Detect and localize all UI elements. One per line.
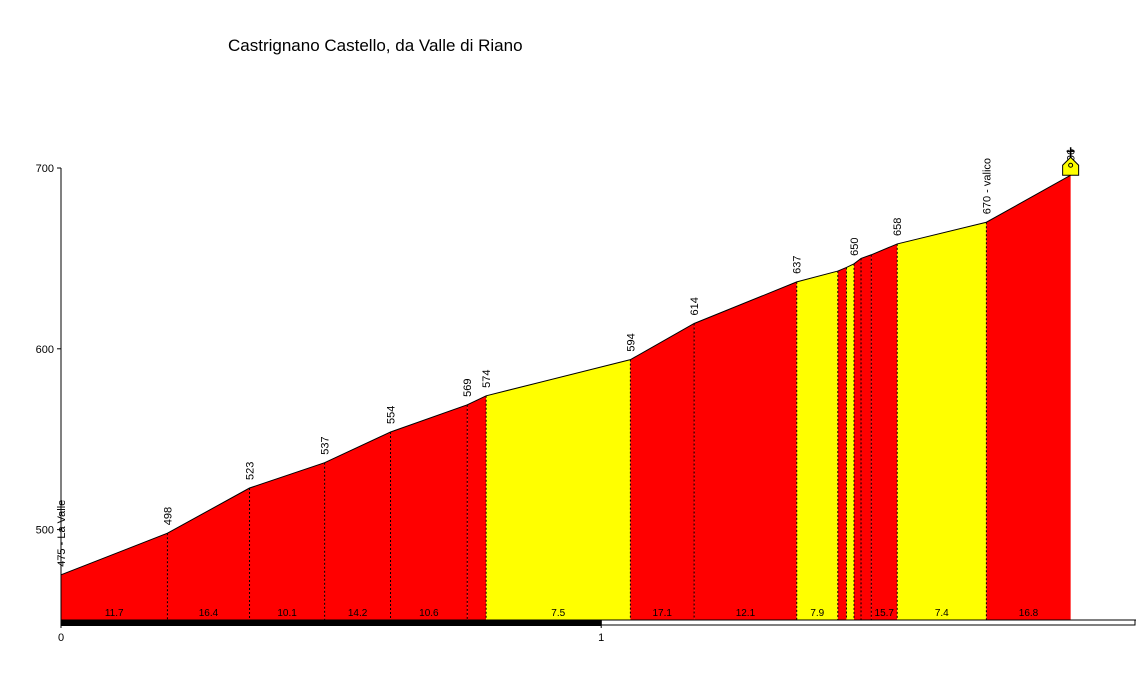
axes: 500 600 700 0 1 (36, 163, 1136, 644)
chapel-icon (1062, 147, 1080, 176)
elevation-label: 650 (849, 237, 861, 255)
x-tick-label: 1 (598, 632, 604, 644)
x-tick-label: 0 (58, 632, 64, 644)
profile-segment (837, 267, 847, 620)
profile-segment (167, 488, 250, 620)
profile-segment (486, 359, 631, 620)
scale-bar-white (600, 619, 1136, 626)
profile-segment (61, 533, 168, 620)
gradient-label: 16.4 (199, 608, 219, 619)
profile-segment (467, 395, 487, 620)
gradient-label: 10.6 (419, 608, 439, 619)
scale-bar-black (61, 620, 602, 626)
profile-segment (694, 281, 797, 620)
elevation-label: 658 (892, 218, 904, 236)
profile-outline (60, 174, 1071, 576)
y-tick-label: 500 (36, 525, 54, 537)
profile-segment (897, 222, 987, 621)
profile-segment (861, 254, 872, 620)
gradient-label: 16.8 (1019, 608, 1039, 619)
profile-segment (390, 404, 468, 620)
elevation-label: 569 (462, 378, 474, 396)
chapel-body (1062, 156, 1080, 176)
elevation-label: 670 - valico (981, 158, 993, 214)
profile-segment (986, 175, 1071, 620)
gradient-label: 12.1 (736, 608, 756, 619)
y-tick-label: 600 (36, 344, 54, 356)
elevation-label: 537 (320, 436, 332, 454)
elevation-label: 594 (625, 333, 637, 351)
segment-dividers (166, 222, 987, 620)
profile-segments (61, 175, 1071, 621)
gradient-labels: 11.7 16.4 10.1 14.2 10.6 7.5 17.1 12.1 7.9 15.7 7.… (105, 608, 1039, 619)
elevation-label: 475 - La Valle (56, 500, 68, 567)
elevation-label: 523 (245, 462, 257, 480)
elevation-label: 574 (481, 369, 493, 387)
gradient-label: 14.2 (348, 608, 368, 619)
elevation-labels: 475 - La Valle 498 523 537 554 569 574 594 614 63… (56, 149, 1078, 567)
profile-segment (249, 462, 325, 620)
elevation-label: 637 (792, 256, 804, 274)
profile-segment (854, 258, 862, 620)
gradient-label: 7.4 (935, 608, 949, 619)
profile-segment (630, 323, 695, 620)
chart-title: Castrignano Castello, da Valle di Riano (228, 36, 523, 55)
profile-segment (324, 431, 391, 620)
elevation-label: 554 (386, 406, 398, 424)
profile-segment (846, 263, 855, 620)
gradient-label: 10.1 (277, 608, 297, 619)
gradient-label: 17.1 (653, 608, 673, 619)
gradient-label: 11.7 (105, 608, 124, 619)
profile-segment (871, 243, 898, 620)
gradient-label: 7.9 (810, 608, 824, 619)
profile-segment (796, 271, 838, 620)
y-tick-label: 700 (36, 163, 54, 175)
gradient-label: 7.5 (551, 608, 565, 619)
elevation-label: 614 (689, 297, 701, 315)
gradient-label: 15.7 (875, 608, 895, 619)
elevation-label: 498 (162, 507, 174, 525)
chapel-window (1068, 162, 1074, 168)
